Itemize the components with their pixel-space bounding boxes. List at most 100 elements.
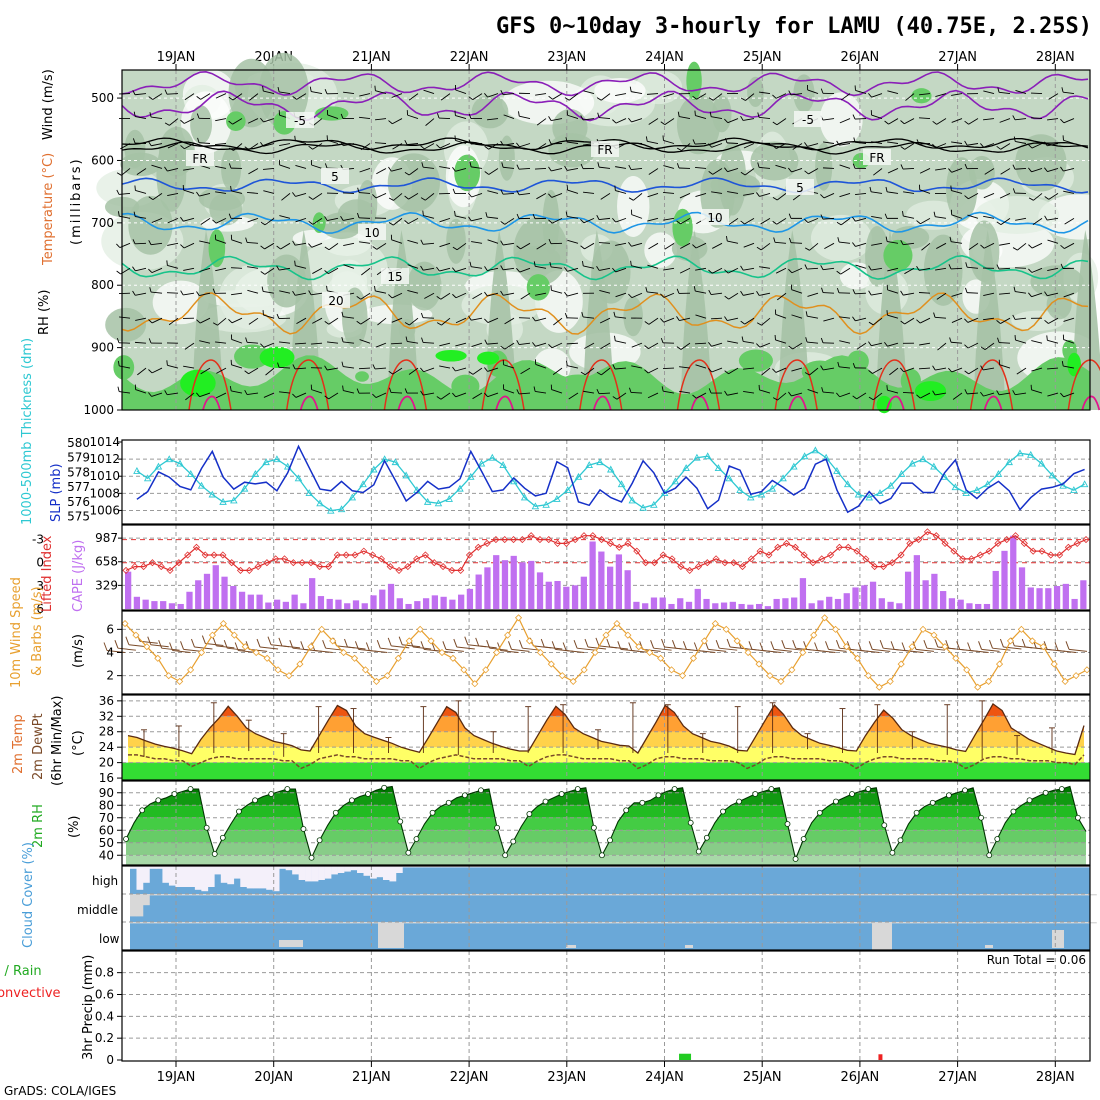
precip-grid	[122, 951, 1090, 1061]
wind-barb-flag	[612, 217, 616, 223]
cloud-cell	[292, 922, 299, 924]
top-date-label: 23JAN	[547, 50, 586, 65]
wind-barb	[376, 168, 387, 175]
wind-barb-flag	[484, 291, 488, 297]
wind10m-barb	[784, 647, 803, 651]
cloud-cell	[940, 894, 948, 896]
wind-barb-flag	[980, 244, 985, 249]
li-point	[765, 551, 773, 559]
cloud-cell	[895, 922, 903, 924]
wind10m-barbs	[103, 633, 1088, 653]
wind-barb	[566, 342, 579, 345]
wind-speed-point	[864, 672, 872, 680]
wind-barb-flag	[148, 319, 153, 324]
thickness-point	[703, 452, 712, 460]
wind-barb	[937, 342, 947, 351]
wind-barb	[680, 342, 691, 350]
wind-barb-flag	[548, 95, 553, 100]
wind-barb	[583, 316, 595, 319]
wind-barb	[1047, 217, 1059, 221]
wind-barb	[264, 218, 275, 226]
cape-bar	[764, 606, 772, 609]
wind-barb	[631, 91, 643, 95]
bottom-date-label: 25JAN	[743, 1070, 782, 1085]
wind10m-barb-flag	[147, 636, 152, 645]
wind-barb-flag	[1028, 197, 1034, 201]
cape-bar	[142, 599, 149, 609]
wind-barb	[759, 91, 771, 95]
wind-barb	[536, 143, 547, 150]
isotherm-label-bg	[286, 112, 314, 128]
rh-point	[308, 854, 315, 861]
wind-barb	[503, 292, 515, 296]
wind-barb	[1015, 141, 1027, 144]
wind-barb-flag	[309, 86, 312, 92]
wind-barb	[745, 93, 755, 101]
bottom-date-label: 28JAN	[1036, 1070, 1075, 1085]
wind-barb	[999, 193, 1011, 199]
temp-line	[127, 702, 1085, 756]
cloud-cell	[350, 922, 358, 924]
thickness-point	[283, 462, 292, 470]
wind-barb-flag	[580, 218, 585, 224]
wind-barb	[615, 267, 627, 273]
wind-barb-flag	[452, 166, 456, 172]
wind-barb	[839, 164, 851, 169]
cloud-cell	[175, 894, 183, 896]
cloud-cell	[648, 894, 656, 896]
wind-barb	[1063, 292, 1075, 298]
wind-barb-flag	[997, 87, 1000, 93]
wind-barb	[600, 342, 611, 350]
cloud-cell	[837, 894, 844, 896]
cloud-cell	[824, 894, 831, 896]
cloud-cell	[571, 922, 578, 924]
cloud-cell	[927, 894, 935, 896]
wind-barb	[391, 317, 403, 323]
wind-barb	[1031, 367, 1043, 372]
wind-barb	[1047, 239, 1059, 244]
thickness-point	[843, 480, 852, 488]
wind-barb	[327, 139, 339, 144]
wind-barb-flag	[180, 290, 184, 296]
wind-speed-point	[755, 660, 763, 668]
bottom-date-label: 24JAN	[645, 1070, 684, 1085]
wind-barb-flag	[948, 264, 952, 270]
wind-barb	[1047, 339, 1059, 344]
thickness-tick-label: 576	[67, 495, 90, 509]
wind10m-barb	[762, 650, 781, 653]
cloud-cell	[733, 922, 741, 924]
wind-barb-flag	[693, 286, 696, 292]
wind-barb	[358, 217, 371, 219]
cape-bar	[729, 601, 736, 609]
wind-barb-flag	[132, 290, 136, 296]
wind-barb	[744, 217, 755, 225]
wind-barb	[889, 367, 899, 376]
cross-section-frame	[121, 69, 1091, 411]
cloud-low-label: low	[99, 932, 120, 946]
wind-barb	[807, 292, 819, 297]
cloud-cell	[1031, 922, 1039, 924]
wind-barb	[759, 292, 771, 296]
cloud-cell	[538, 894, 546, 896]
isotherm-30	[1081, 395, 1100, 411]
cloud-cell	[707, 894, 715, 896]
wind-barb	[295, 192, 307, 197]
wind-barb-flag	[1060, 392, 1064, 398]
cloud-cell	[142, 894, 150, 906]
wind-speed-point	[307, 643, 315, 651]
wind-barb-flag	[260, 245, 265, 250]
wind10m-barb	[161, 647, 180, 651]
wind-barb-flag	[788, 268, 793, 274]
minmax-label: (6hr Min/Max)	[50, 696, 65, 786]
wind10m-barb	[281, 645, 300, 649]
wind10m-barb	[456, 646, 475, 650]
wind-barb	[199, 292, 211, 297]
rh-point	[599, 852, 605, 859]
wind-barb	[279, 91, 291, 95]
wind-barb-flag	[916, 265, 920, 271]
wind-barb-flag	[980, 365, 984, 371]
wind10m-barb	[391, 645, 410, 649]
li-point	[967, 555, 976, 563]
rh-moist-blob	[407, 261, 442, 311]
cloud-cell	[700, 894, 708, 896]
